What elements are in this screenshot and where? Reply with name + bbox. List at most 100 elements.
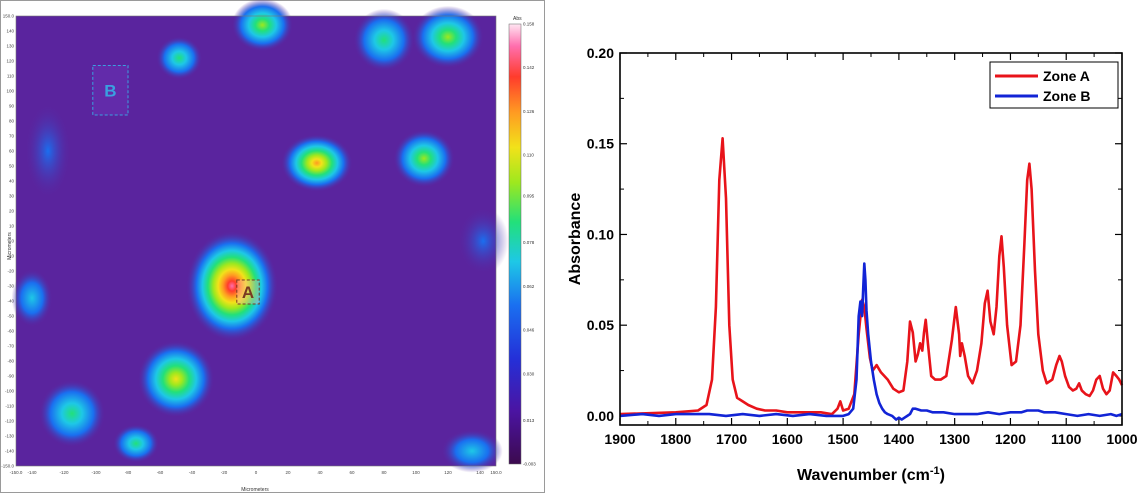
map-y-tick-label: 50 bbox=[9, 164, 15, 169]
map-y-tick-label: -60 bbox=[7, 329, 14, 334]
series-line-zone-b bbox=[619, 262, 1123, 421]
map-y-tick-label: 80 bbox=[9, 119, 15, 124]
colorbar-tick-label: 0.110 bbox=[523, 153, 534, 158]
hotspot bbox=[393, 129, 455, 188]
map-x-tick-label: 120 bbox=[444, 470, 452, 475]
zone-b-box bbox=[92, 65, 129, 116]
chemical-map-panel: -150.0 -140 -120 -100 -80 -60 -40 -20 0 20 40 60 80 1… bbox=[0, 0, 545, 493]
map-x-tick-label: 20 bbox=[285, 470, 291, 475]
x-tick-label: 1800 bbox=[660, 431, 691, 447]
map-y-tick-label: 10 bbox=[9, 224, 15, 229]
ftir-spectrum-panel: 1900 1800 1700 1600 1500 1400 1300 1200 1100 1000… bbox=[550, 0, 1143, 493]
colorbar-tick-label: 0.126 bbox=[523, 109, 535, 114]
x-tick-label: 1200 bbox=[995, 431, 1026, 447]
map-y-tick-label: -20 bbox=[7, 269, 14, 274]
legend-box bbox=[989, 61, 1119, 109]
map-y-tick-label: -100 bbox=[5, 389, 15, 394]
map-x-tick-label: 60 bbox=[349, 470, 355, 475]
map-y-tick-label: -80 bbox=[7, 359, 14, 364]
map-y-tick-label: -90 bbox=[7, 374, 14, 379]
map-x-tick-label: -60 bbox=[157, 470, 164, 475]
hotspot bbox=[156, 36, 203, 80]
map-x-tick-label: 0 bbox=[255, 470, 258, 475]
map-y-axis-label: Micrometers bbox=[7, 232, 13, 260]
map-x-tick-label: -40 bbox=[189, 470, 196, 475]
y-axis-label: Absorbance bbox=[567, 193, 584, 286]
map-y-tick-label: 150.0 bbox=[3, 14, 15, 19]
zone-a-label: A bbox=[242, 283, 254, 302]
colorbar-tick-label: 0.030 bbox=[523, 371, 535, 376]
hotspot bbox=[280, 134, 353, 192]
map-y-tick-label: 70 bbox=[9, 134, 15, 139]
hotspot bbox=[353, 8, 415, 72]
map-y-tick-label: 120 bbox=[6, 59, 14, 64]
map-y-tick-label: -150.0 bbox=[1, 464, 14, 469]
y-tick-label: 0.10 bbox=[587, 226, 614, 242]
y-tick-label: 0.00 bbox=[587, 408, 614, 424]
map-y-tick-label: -70 bbox=[7, 344, 14, 349]
map-y-tick-label: -140 bbox=[5, 449, 15, 454]
x-tick-label: 1100 bbox=[1051, 431, 1082, 447]
y-tick-label: 0.15 bbox=[587, 136, 614, 152]
x-tick-label: 1700 bbox=[716, 431, 747, 447]
zone-b-label: B bbox=[104, 81, 116, 100]
map-x-tick-label: -120 bbox=[59, 470, 69, 475]
hotspot bbox=[441, 429, 503, 473]
series-line-zone-a bbox=[619, 137, 1124, 416]
hotspot bbox=[185, 230, 279, 342]
map-y-tick-label: 0 bbox=[11, 239, 14, 244]
map-y-tick-label: 40 bbox=[9, 179, 15, 184]
map-y-tick-label: 20 bbox=[9, 209, 15, 214]
map-x-tick-label: 80 bbox=[381, 470, 387, 475]
x-axis-label: Wavenumber (cm-1) bbox=[797, 465, 945, 484]
hotspot bbox=[24, 103, 72, 199]
legend-entry-zone-b: Zone B bbox=[1043, 88, 1090, 104]
x-tick-label: 1400 bbox=[883, 431, 914, 447]
map-y-tick-label: 100 bbox=[6, 89, 14, 94]
hotspot bbox=[457, 207, 509, 275]
colorbar-tick-label: 0.062 bbox=[523, 284, 535, 289]
legend-entry-zone-a: Zone A bbox=[1043, 68, 1090, 84]
map-x-tick-label: 150.0 bbox=[490, 470, 502, 475]
hotspot bbox=[11, 269, 53, 327]
map-x-tick-label: -100 bbox=[91, 470, 101, 475]
map-x-tick-label: 40 bbox=[317, 470, 323, 475]
y-tick-label: 0.20 bbox=[587, 45, 614, 61]
map-x-tick-label: -140 bbox=[27, 470, 37, 475]
map-x-axis-label: Micrometers bbox=[241, 487, 269, 493]
map-y-tick-label: -10 bbox=[7, 254, 14, 259]
x-tick-label: 1500 bbox=[828, 431, 859, 447]
map-plot-border bbox=[15, 15, 497, 467]
colorbar-tick-label: 0.142 bbox=[523, 65, 535, 70]
hotspot bbox=[231, 0, 294, 52]
map-y-tick-label: -50 bbox=[7, 314, 14, 319]
map-y-tick-label: 140 bbox=[6, 29, 14, 34]
colorbar bbox=[508, 23, 522, 465]
map-y-tick-label: 30 bbox=[9, 194, 15, 199]
colorbar-tick-label: 0.078 bbox=[523, 240, 535, 245]
map-x-tick-label: -80 bbox=[125, 470, 132, 475]
x-tick-label: 1300 bbox=[939, 431, 970, 447]
x-axis-label-superscript: -1 bbox=[930, 465, 940, 477]
colorbar-tick-label: 0.013 bbox=[523, 418, 535, 423]
x-axis-label-text: Wavenumber (cm bbox=[797, 467, 930, 484]
colorbar-tick-label: -0.003 bbox=[523, 462, 536, 467]
hotspot bbox=[137, 340, 215, 418]
map-x-tick-label: 140 bbox=[476, 470, 484, 475]
map-y-tick-label: -30 bbox=[7, 284, 14, 289]
map-x-tick-label: -150.0 bbox=[10, 470, 23, 475]
colorbar-tick-label: 0.158 bbox=[523, 22, 535, 27]
map-y-tick-label: 60 bbox=[9, 149, 15, 154]
colorbar-tick-label: 0.095 bbox=[523, 194, 535, 199]
chemical-map: -150.0 -140 -120 -100 -80 -60 -40 -20 0 20 40 60 80 1… bbox=[0, 0, 545, 493]
map-y-tick-label: -130 bbox=[5, 434, 15, 439]
x-tick-label: 1600 bbox=[772, 431, 803, 447]
hotspot bbox=[112, 424, 160, 463]
y-tick-label: 0.05 bbox=[587, 317, 614, 333]
colorbar-label: Abs bbox=[513, 16, 522, 22]
x-tick-label: 1900 bbox=[604, 431, 635, 447]
ftir-spectrum-chart: 1900 1800 1700 1600 1500 1400 1300 1200 1100 1000… bbox=[567, 45, 1138, 484]
x-tick-label: 1000 bbox=[1106, 431, 1137, 447]
hotspot bbox=[38, 379, 106, 448]
legend: Zone A Zone B bbox=[989, 61, 1119, 109]
